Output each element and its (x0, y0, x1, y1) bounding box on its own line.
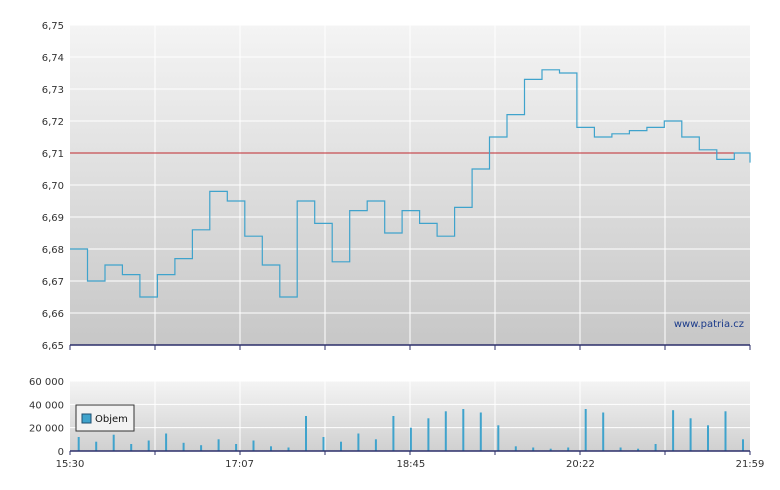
volume-x-tick-label: 15:30 (56, 459, 85, 470)
price-gridlines (70, 24, 750, 346)
volume-bar (654, 444, 657, 451)
volume-gridlines (70, 380, 750, 452)
volume-y-tick-label: 0 (58, 447, 64, 458)
price-y-tick-label: 6,68 (42, 245, 64, 256)
price-y-tick-label: 6,74 (42, 53, 64, 64)
volume-y-tick-label: 40 000 (29, 400, 64, 411)
volume-bar (340, 441, 342, 451)
volume-bar (182, 442, 185, 451)
volume-bar (95, 441, 98, 451)
volume-bar (514, 446, 517, 451)
volume-bar (200, 445, 203, 451)
volume-bar (287, 447, 290, 451)
price-series-line (70, 69, 751, 298)
volume-bar (689, 418, 692, 451)
volume-bar (742, 439, 744, 451)
legend-label: Objem (95, 414, 128, 425)
volume-bar (549, 448, 552, 451)
volume-bar (427, 418, 430, 451)
volume-legend: Objem (75, 404, 135, 432)
volume-bar (270, 446, 272, 451)
price-x-axis-ticks (69, 345, 751, 350)
price-y-tick-label: 6,69 (42, 213, 64, 224)
volume-bar (444, 411, 447, 451)
volume-bar (147, 440, 150, 451)
volume-bar (252, 440, 255, 451)
volume-bar (479, 412, 482, 451)
volume-bar (112, 434, 115, 451)
price-y-tick-label: 6,65 (42, 341, 64, 352)
volume-bars (77, 409, 744, 451)
price-y-tick-label: 6,67 (42, 277, 64, 288)
volume-x-tick-label: 21:59 (736, 459, 765, 470)
price-y-tick-label: 6,66 (42, 309, 64, 320)
volume-bar (584, 409, 587, 451)
volume-bar (322, 437, 325, 451)
price-y-tick-label: 6,72 (42, 117, 64, 128)
volume-bar (130, 444, 133, 451)
volume-bar (462, 409, 465, 451)
price-y-axis-ticks: 6,65 6,66 6,67 6,68 6,69 6,70 6,71 6,72 6,73 6,74… (42, 21, 64, 352)
volume-x-tick-label: 18:45 (396, 459, 425, 470)
volume-bar (305, 416, 307, 451)
volume-bar (392, 416, 395, 451)
volume-bar (235, 444, 238, 451)
volume-y-tick-label: 20 000 (29, 424, 64, 435)
price-panel: 6,65 6,66 6,67 6,68 6,69 6,70 6,71 6,72 6,73 6,74… (42, 21, 751, 352)
price-y-tick-label: 6,75 (42, 21, 64, 32)
price-y-tick-label: 6,71 (42, 149, 64, 160)
volume-bar (532, 447, 535, 451)
volume-x-axis-ticks: 15:30 17:07 18:45 20:22 21:59 (56, 451, 765, 470)
volume-bar (619, 447, 622, 451)
volume-bar (707, 425, 709, 451)
volume-y-tick-label: 60 000 (29, 377, 64, 388)
volume-x-tick-label: 20:22 (566, 459, 595, 470)
volume-bar (567, 447, 570, 451)
volume-bar (357, 433, 360, 451)
volume-bar (637, 448, 640, 451)
legend-swatch-icon (81, 413, 92, 424)
volume-x-tick-label: 17:07 (225, 459, 254, 470)
volume-bar (672, 410, 675, 451)
volume-bar (497, 425, 500, 451)
volume-bar (77, 437, 80, 451)
price-y-tick-label: 6,70 (42, 181, 64, 192)
volume-bar (409, 427, 412, 451)
volume-bar (724, 411, 727, 451)
volume-bar (602, 412, 605, 451)
price-y-tick-label: 6,73 (42, 85, 64, 96)
volume-bar (217, 439, 220, 451)
volume-y-axis-ticks: 0 20 000 40 000 60 000 (29, 377, 64, 458)
volume-panel: 0 20 000 40 000 60 000 15:30 17:07 18:45 20:22… (29, 377, 764, 470)
volume-bar (165, 433, 168, 451)
watermark: www.patria.cz (674, 319, 744, 330)
volume-bar (374, 439, 377, 451)
